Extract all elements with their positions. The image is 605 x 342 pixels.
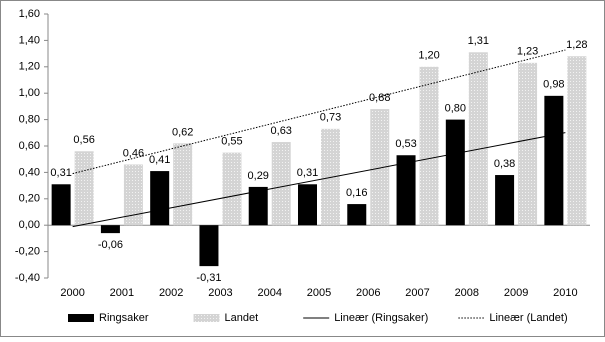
value-label: 1,28 [566,39,587,51]
value-label: 1,20 [418,50,439,62]
y-tick-label: -0,20 [15,246,40,258]
value-label: 0,31 [297,167,318,179]
value-label: 1,31 [468,35,489,47]
bar [347,204,367,226]
bar [567,56,587,226]
y-tick-label: 1,40 [19,34,40,46]
bar [100,225,120,234]
value-label: 0,29 [248,170,269,182]
y-tick-label: 1,20 [19,61,40,73]
bar [222,152,242,226]
bar [199,225,219,267]
value-label: -0,06 [98,239,123,251]
bar [51,184,71,226]
x-tick-label: 2005 [307,287,331,299]
x-tick-label: 2010 [553,287,577,299]
value-label: 0,80 [445,103,466,115]
y-tick-label: 0,40 [19,166,40,178]
value-label: 0,55 [221,136,242,148]
value-label: 0,41 [149,154,170,166]
bar [544,95,564,226]
value-label: 0,53 [395,138,416,150]
value-label: 0,56 [73,134,94,146]
y-tick-label: 0,20 [19,193,40,205]
legend-swatch [68,314,94,322]
y-tick-label: 1,60 [19,8,40,20]
trendline [72,132,566,228]
bar [445,119,465,226]
y-tick-label: 0,80 [19,114,40,126]
bar [150,171,170,226]
value-label: 0,63 [271,125,292,137]
legend-label: Lineær (Ringsaker) [334,312,428,324]
y-tick-label: 0,00 [19,219,40,231]
bar [518,62,538,226]
legend-swatch [193,314,220,322]
x-tick-label: 2004 [257,287,281,299]
legend-label: Ringsaker [99,312,149,324]
bar [468,52,488,226]
legend-label: Lineær (Landet) [489,312,567,324]
bar [495,175,515,226]
value-label: 0,98 [543,79,564,91]
bar [173,143,193,226]
bar [419,66,439,226]
bar [396,155,416,226]
y-tick-label: -0,40 [15,272,40,284]
value-label: 0,62 [172,126,193,138]
value-label: 0,73 [320,112,341,124]
x-tick-label: 2009 [504,287,528,299]
bar [248,186,268,226]
value-label: 0,16 [346,187,367,199]
bar [74,151,94,226]
value-label: 1,23 [517,46,538,58]
y-tick-label: 1,00 [19,87,40,99]
bar [370,109,390,226]
x-tick-label: 2003 [208,287,232,299]
x-tick-label: 2008 [455,287,479,299]
legend-label: Landet [225,312,259,324]
x-tick-label: 2006 [356,287,380,299]
trendline [72,49,566,175]
y-tick-label: 0,60 [19,140,40,152]
value-label: -0,31 [196,272,221,284]
x-tick-label: 2002 [159,287,183,299]
value-label: 0,31 [50,167,71,179]
x-tick-label: 2007 [405,287,429,299]
bar [298,184,317,226]
x-tick-label: 2000 [60,287,84,299]
bar [271,142,291,226]
value-label: 0,38 [494,158,515,170]
bar [123,164,143,226]
value-label: 0,46 [123,147,144,159]
x-tick-label: 2001 [110,287,134,299]
